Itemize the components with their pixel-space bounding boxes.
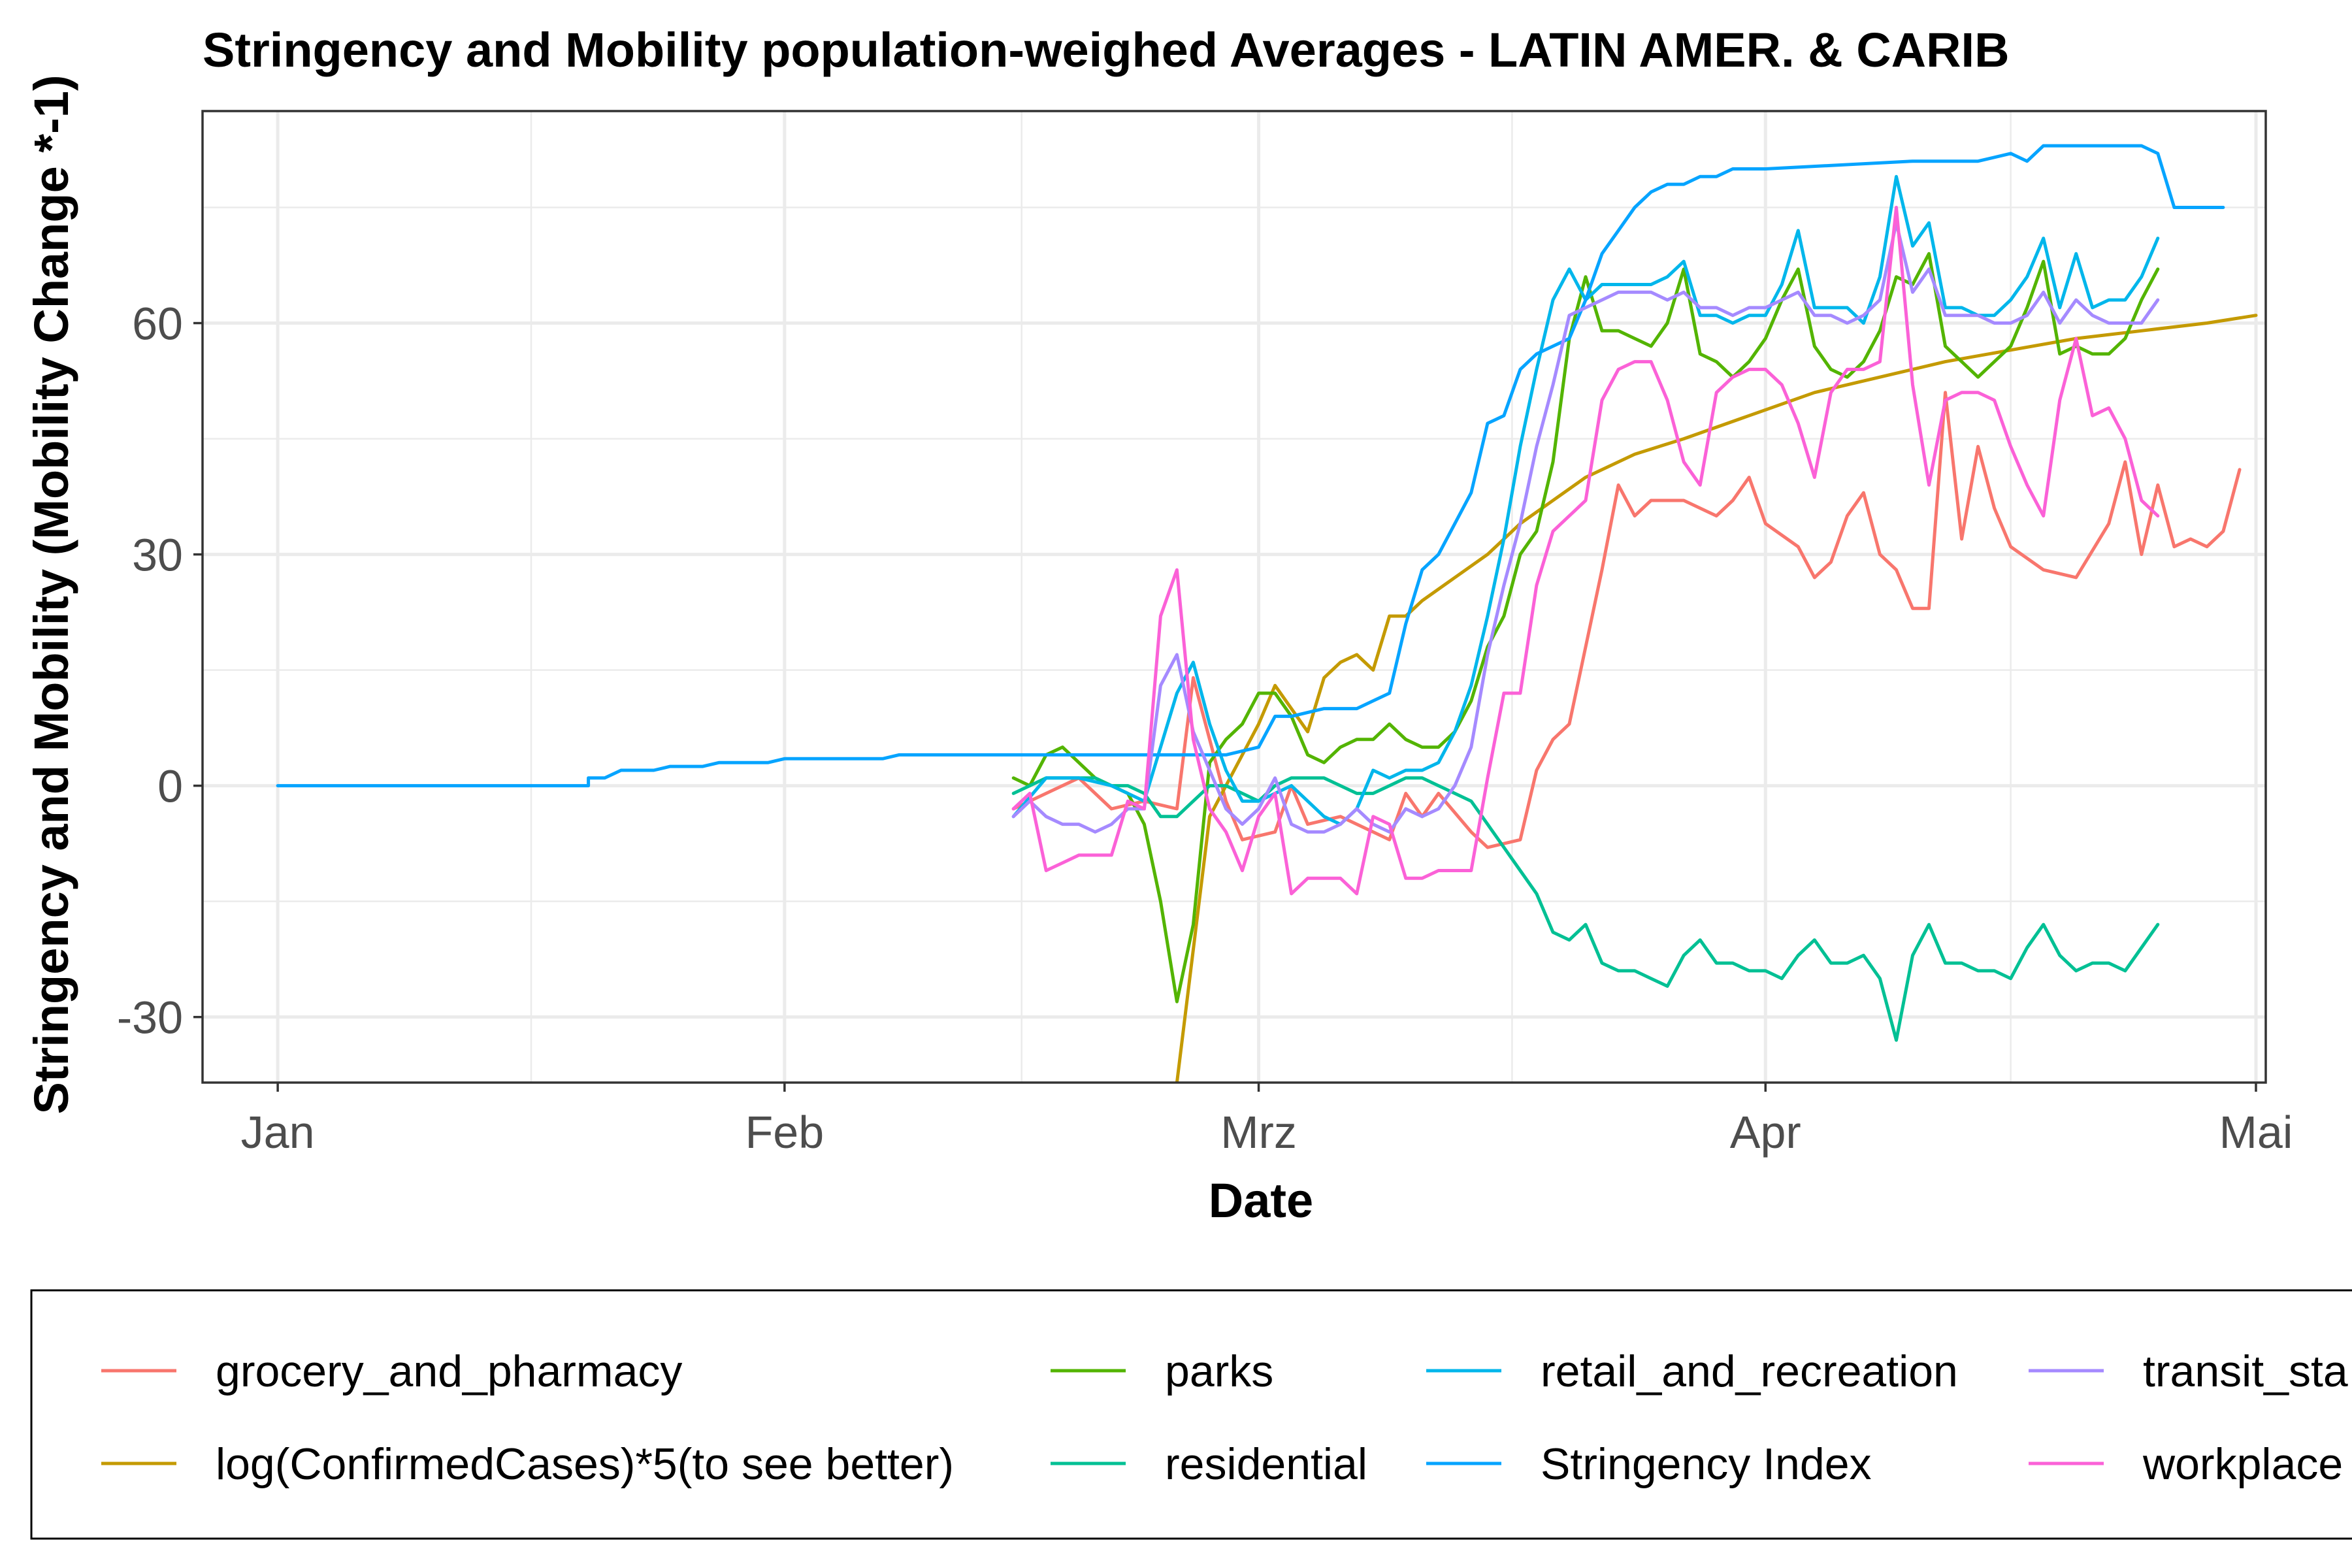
y-tick-label: 60 xyxy=(132,299,183,350)
panel-background xyxy=(203,111,2266,1083)
x-tick-label: Mai xyxy=(2219,1107,2293,1158)
legend-box xyxy=(30,1289,2352,1540)
y-tick-label: 0 xyxy=(157,761,183,812)
series-group xyxy=(276,144,2258,1083)
x-tick-label: Apr xyxy=(1730,1107,1801,1158)
legend-label: Stringency Index xyxy=(1541,1439,1872,1489)
legend: grocery_and_pharmacy log(ConfirmedCases)*… xyxy=(30,1289,2352,1540)
series-line-log-confirmedcases-5-to-see-better xyxy=(1175,314,2258,1083)
panel-border xyxy=(201,110,2267,1084)
series-line-parks xyxy=(1011,252,2160,1004)
chart-title: Stringency and Mobility population-weigh… xyxy=(203,23,2010,77)
legend-label: parks xyxy=(1165,1347,1273,1396)
y-axis-title: Stringency and Mobility (Mobility Change… xyxy=(24,74,78,1114)
legend-label: workplace xyxy=(2142,1439,2343,1489)
series-line-grocery-and-pharmacy xyxy=(1011,391,2242,849)
plot-panel: Jan Feb Mrz Apr Mai -30 0 30 60 xyxy=(117,110,2293,1158)
series-line-stringency-index xyxy=(276,144,2225,788)
series-line-retail-and-recreation xyxy=(1011,174,2160,826)
x-tick-label: Mrz xyxy=(1220,1107,1297,1158)
x-tick-label: Feb xyxy=(745,1107,825,1158)
y-tick-label: 30 xyxy=(132,530,183,581)
series-line-transit-stations xyxy=(1011,221,2160,834)
y-tick-label: -30 xyxy=(117,992,183,1043)
x-axis-title: Date xyxy=(1209,1173,1313,1228)
legend-label: transit_sta xyxy=(2143,1347,2348,1396)
series-line-workplaces xyxy=(1011,206,2160,896)
legend-label: grocery_and_pharmacy xyxy=(216,1347,682,1396)
legend-label: retail_and_recreation xyxy=(1541,1347,1958,1396)
legend-label: residential xyxy=(1165,1439,1367,1489)
x-tick-label: Jan xyxy=(241,1107,315,1158)
legend-label: log(ConfirmedCases)*5(to see better) xyxy=(216,1439,954,1489)
